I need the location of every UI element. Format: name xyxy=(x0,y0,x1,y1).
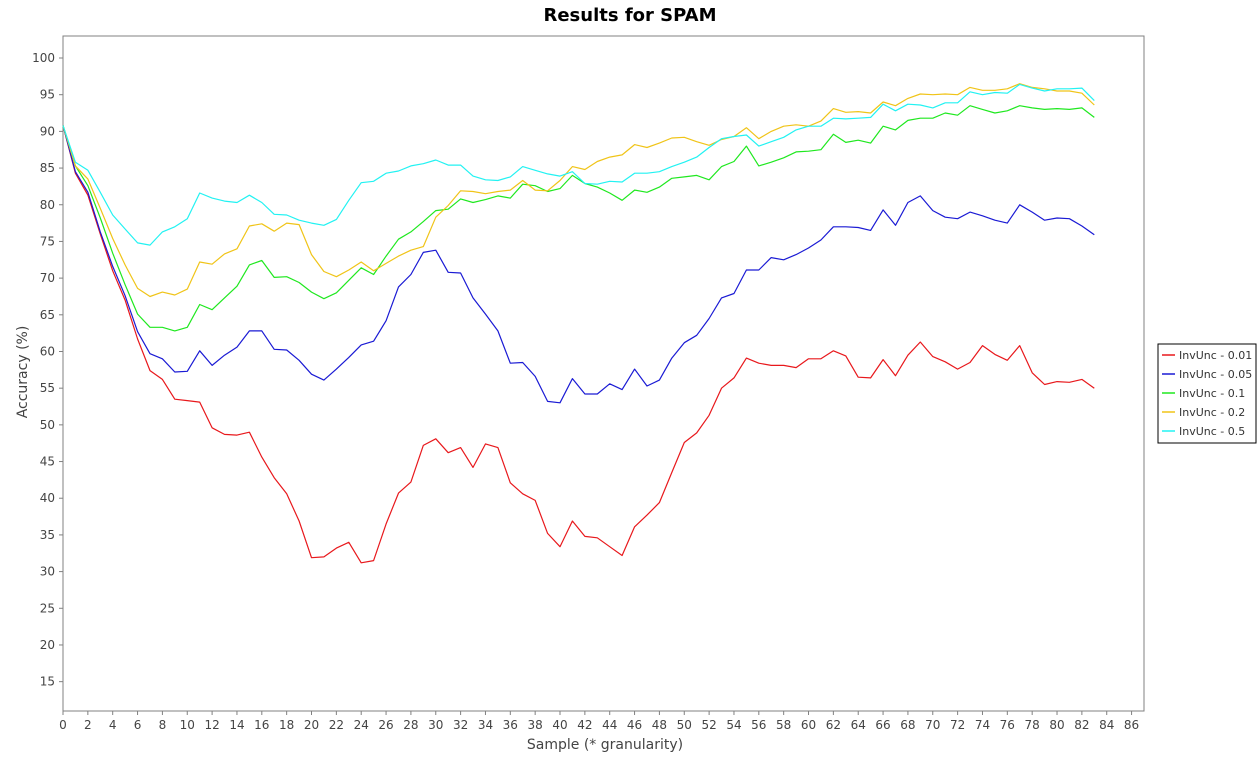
legend-label: InvUnc - 0.5 xyxy=(1179,425,1245,438)
series-line xyxy=(62,125,1095,404)
x-tick-label: 28 xyxy=(403,718,418,732)
x-tick-label: 82 xyxy=(1074,718,1089,732)
x-tick-label: 72 xyxy=(950,718,965,732)
x-tick-label: 62 xyxy=(826,718,841,732)
x-tick-label: 56 xyxy=(751,718,766,732)
x-tick-label: 12 xyxy=(204,718,219,732)
x-tick-label: 48 xyxy=(652,718,667,732)
y-tick-label: 30 xyxy=(40,565,55,579)
x-tick-label: 0 xyxy=(59,718,67,732)
x-tick-label: 24 xyxy=(354,718,369,732)
x-tick-label: 26 xyxy=(378,718,393,732)
x-tick-label: 8 xyxy=(159,718,167,732)
x-tick-label: 76 xyxy=(1000,718,1015,732)
legend-label: InvUnc - 0.2 xyxy=(1179,406,1245,419)
y-tick-label: 40 xyxy=(40,491,55,505)
legend-label: InvUnc - 0.05 xyxy=(1179,368,1252,381)
x-tick-label: 74 xyxy=(975,718,990,732)
x-tick-label: 68 xyxy=(900,718,915,732)
x-tick-label: 2 xyxy=(84,718,92,732)
x-tick-label: 80 xyxy=(1049,718,1064,732)
y-tick-label: 35 xyxy=(40,528,55,542)
x-tick-label: 54 xyxy=(726,718,741,732)
x-tick-label: 30 xyxy=(428,718,443,732)
x-tick-label: 34 xyxy=(478,718,493,732)
x-tick-label: 18 xyxy=(279,718,294,732)
series-line xyxy=(62,83,1095,298)
x-tick-label: 22 xyxy=(329,718,344,732)
legend: InvUnc - 0.01 InvUnc - 0.05 InvUnc - 0.1 In… xyxy=(1157,343,1257,444)
x-tick-label: 44 xyxy=(602,718,617,732)
x-tick-label: 78 xyxy=(1025,718,1040,732)
y-tick-label: 90 xyxy=(40,124,55,138)
y-tick-label: 65 xyxy=(40,308,55,322)
x-tick-label: 32 xyxy=(453,718,468,732)
x-tick-label: 42 xyxy=(577,718,592,732)
series-line xyxy=(62,105,1095,332)
x-tick-label: 36 xyxy=(503,718,518,732)
y-tick-label: 85 xyxy=(40,161,55,175)
x-tick-label: 6 xyxy=(134,718,142,732)
y-tick-label: 100 xyxy=(32,51,55,65)
y-tick-label: 45 xyxy=(40,455,55,469)
series-line xyxy=(62,83,1095,246)
x-tick-label: 40 xyxy=(552,718,567,732)
x-tick-label: 46 xyxy=(627,718,642,732)
x-tick-label: 58 xyxy=(776,718,791,732)
y-tick-label: 15 xyxy=(40,675,55,689)
y-tick-label: 55 xyxy=(40,381,55,395)
x-tick-label: 50 xyxy=(677,718,692,732)
y-tick-label: 95 xyxy=(40,88,55,102)
y-axis-title: Accuracy (%) xyxy=(15,326,31,419)
legend-label: InvUnc - 0.01 xyxy=(1179,349,1252,362)
y-tick-label: 60 xyxy=(40,344,55,358)
series-line xyxy=(62,125,1095,564)
x-tick-label: 4 xyxy=(109,718,117,732)
x-tick-label: 20 xyxy=(304,718,319,732)
x-tick-label: 60 xyxy=(801,718,816,732)
y-tick-label: 70 xyxy=(40,271,55,285)
x-tick-label: 16 xyxy=(254,718,269,732)
chart-title: Results for SPAM xyxy=(543,5,716,26)
x-tick-label: 66 xyxy=(875,718,890,732)
x-tick-label: 10 xyxy=(180,718,195,732)
x-tick-label: 86 xyxy=(1124,718,1139,732)
x-tick-label: 52 xyxy=(701,718,716,732)
plot-area: 0 2 4 6 8 10 12 14 16 18 20 22 24 26 28 30 32 34 36 38 40 42 4… xyxy=(32,35,1145,732)
legend-label: InvUnc - 0.1 xyxy=(1179,387,1245,400)
x-tick-label: 38 xyxy=(528,718,543,732)
y-tick-label: 80 xyxy=(40,198,55,212)
x-tick-label: 64 xyxy=(851,718,866,732)
y-tick-label: 50 xyxy=(40,418,55,432)
plot-frame xyxy=(62,35,1145,712)
legend-box xyxy=(1157,343,1257,444)
y-tick-label: 25 xyxy=(40,601,55,615)
x-tick-label: 70 xyxy=(925,718,940,732)
y-tick-label: 75 xyxy=(40,234,55,248)
x-tick-label: 84 xyxy=(1099,718,1114,732)
x-tick-label: 14 xyxy=(229,718,244,732)
y-tick-label: 20 xyxy=(40,638,55,652)
x-axis-title: Sample (* granularity) xyxy=(527,737,683,753)
